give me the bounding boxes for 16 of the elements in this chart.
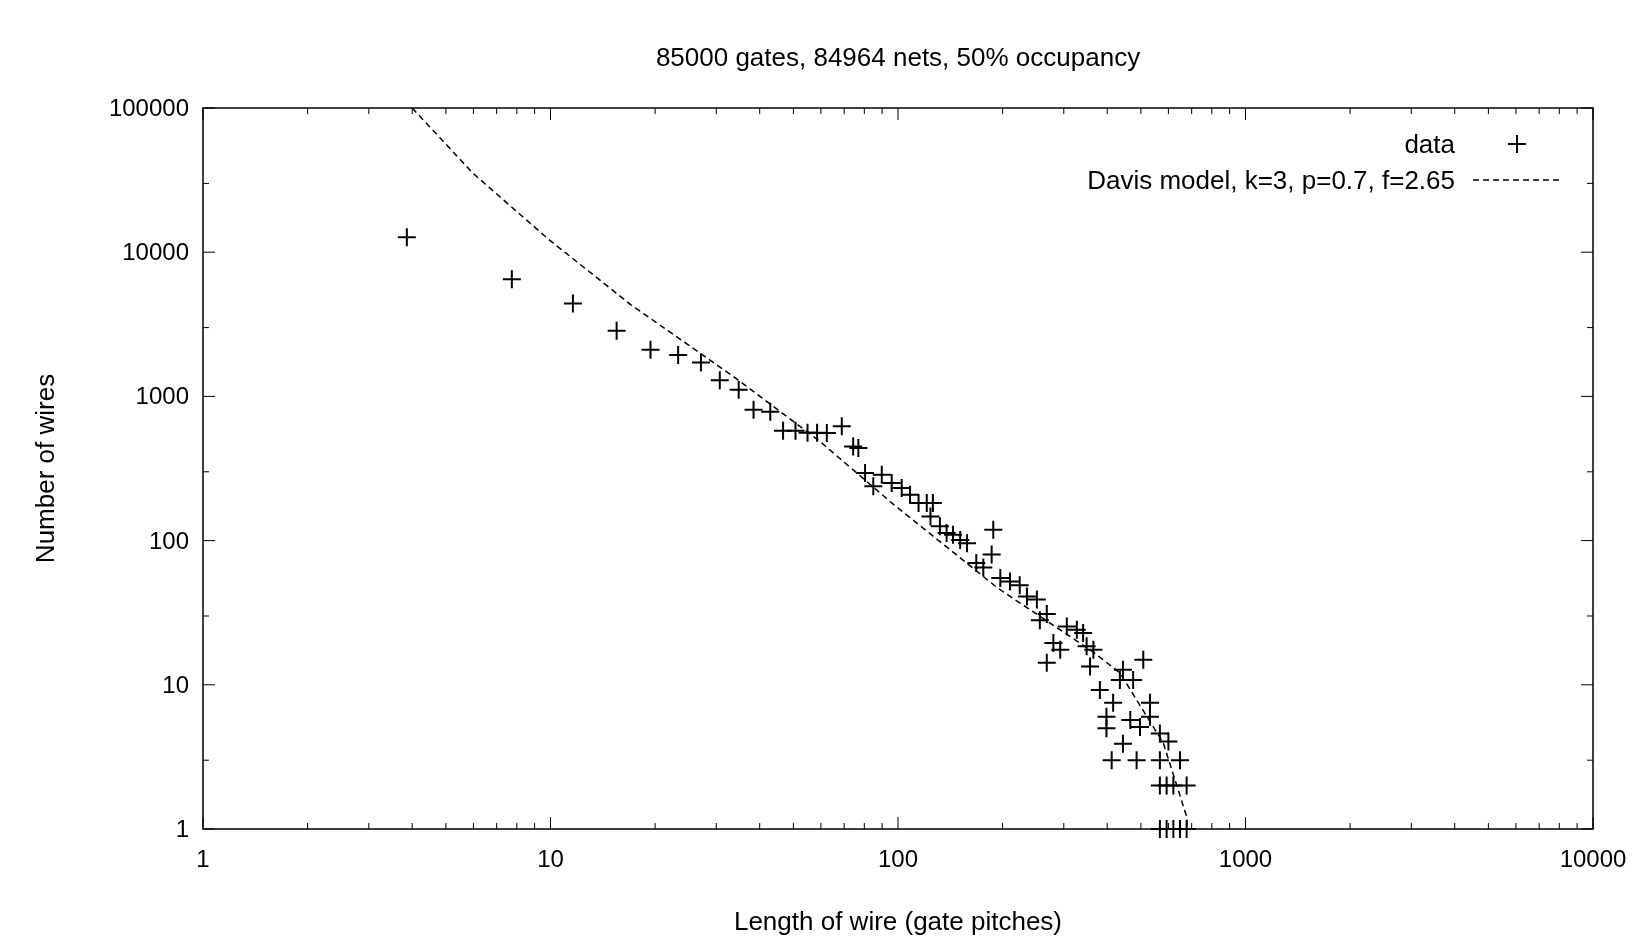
x-tick-label: 100 — [877, 845, 919, 872]
legend-label: data — [1404, 129, 1456, 159]
x-tick-label: 10000 — [1559, 845, 1627, 872]
x-tick-label: 1000 — [1218, 845, 1273, 872]
y-axis-title: Number of wires — [30, 373, 60, 564]
y-tick-label: 100000 — [108, 94, 189, 121]
y-tick-label: 1000 — [135, 382, 189, 410]
y-tick-label: 10 — [162, 670, 189, 698]
y-tick-label: 10000 — [122, 238, 189, 266]
x-tick-label: 10 — [537, 845, 564, 872]
y-tick-label: 1 — [175, 815, 189, 842]
chart-title: 85000 gates, 84964 nets, 50% occupancy — [655, 42, 1141, 72]
y-tick-label: 100 — [148, 526, 189, 554]
x-axis-title: Length of wire (gate pitches) — [733, 906, 1063, 936]
x-tick-label: 1 — [196, 845, 210, 872]
legend-label: Davis model, k=3, p=0.7, f=2.65 — [1087, 165, 1455, 195]
